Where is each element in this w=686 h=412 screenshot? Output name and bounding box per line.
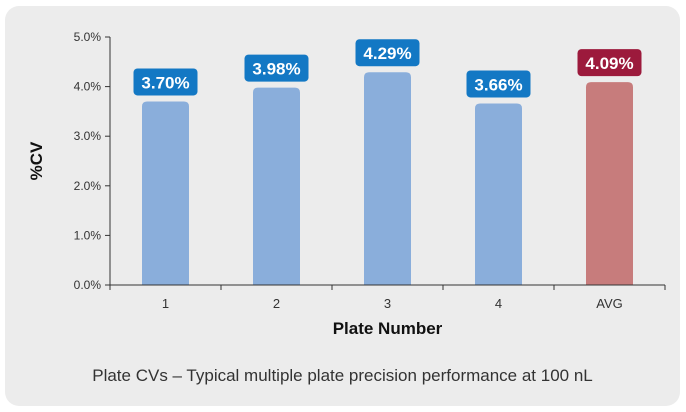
y-axis-title: %CV xyxy=(27,141,46,180)
data-labels: 3.70% 3.98% 4.29% 3.66% 4.09% xyxy=(133,39,642,98)
bar-avg xyxy=(586,82,633,285)
data-label: 3.70% xyxy=(141,73,189,92)
data-label: 4.09% xyxy=(585,54,633,73)
y-tick-label: 1.0% xyxy=(74,228,102,242)
x-tick-label: 2 xyxy=(273,296,280,311)
data-label: 3.98% xyxy=(252,60,300,79)
x-tick-label: 1 xyxy=(162,296,169,311)
x-tick-label: AVG xyxy=(596,296,623,311)
data-label: 3.66% xyxy=(474,75,522,94)
data-label-badge xyxy=(577,49,642,77)
bar xyxy=(253,87,300,285)
y-tick-label: 4.0% xyxy=(74,80,102,94)
x-axis-title: Plate Number xyxy=(333,319,443,338)
y-tick-label: 3.0% xyxy=(74,129,102,143)
data-label-badge xyxy=(244,54,309,82)
y-tick-label: 0.0% xyxy=(74,278,102,292)
x-tick-label: 3 xyxy=(384,296,391,311)
data-label: 4.29% xyxy=(363,44,411,63)
bar xyxy=(142,101,189,285)
bar xyxy=(364,72,411,285)
y-axis-ticks: 0.0% 1.0% 2.0% 3.0% 4.0% 5.0% xyxy=(74,30,110,292)
chart-caption: Plate CVs – Typical multiple plate preci… xyxy=(92,366,593,385)
data-label-badge xyxy=(133,68,198,96)
data-label-badge xyxy=(355,39,420,67)
bars xyxy=(142,72,633,286)
chart-panel xyxy=(5,6,680,406)
x-tick-label: 4 xyxy=(495,296,502,311)
data-label-badge xyxy=(466,70,531,98)
y-tick-label: 5.0% xyxy=(74,30,102,44)
x-axis-ticks: 1 2 3 4 AVG xyxy=(109,285,666,311)
bar xyxy=(475,103,522,286)
y-tick-label: 2.0% xyxy=(74,179,102,193)
